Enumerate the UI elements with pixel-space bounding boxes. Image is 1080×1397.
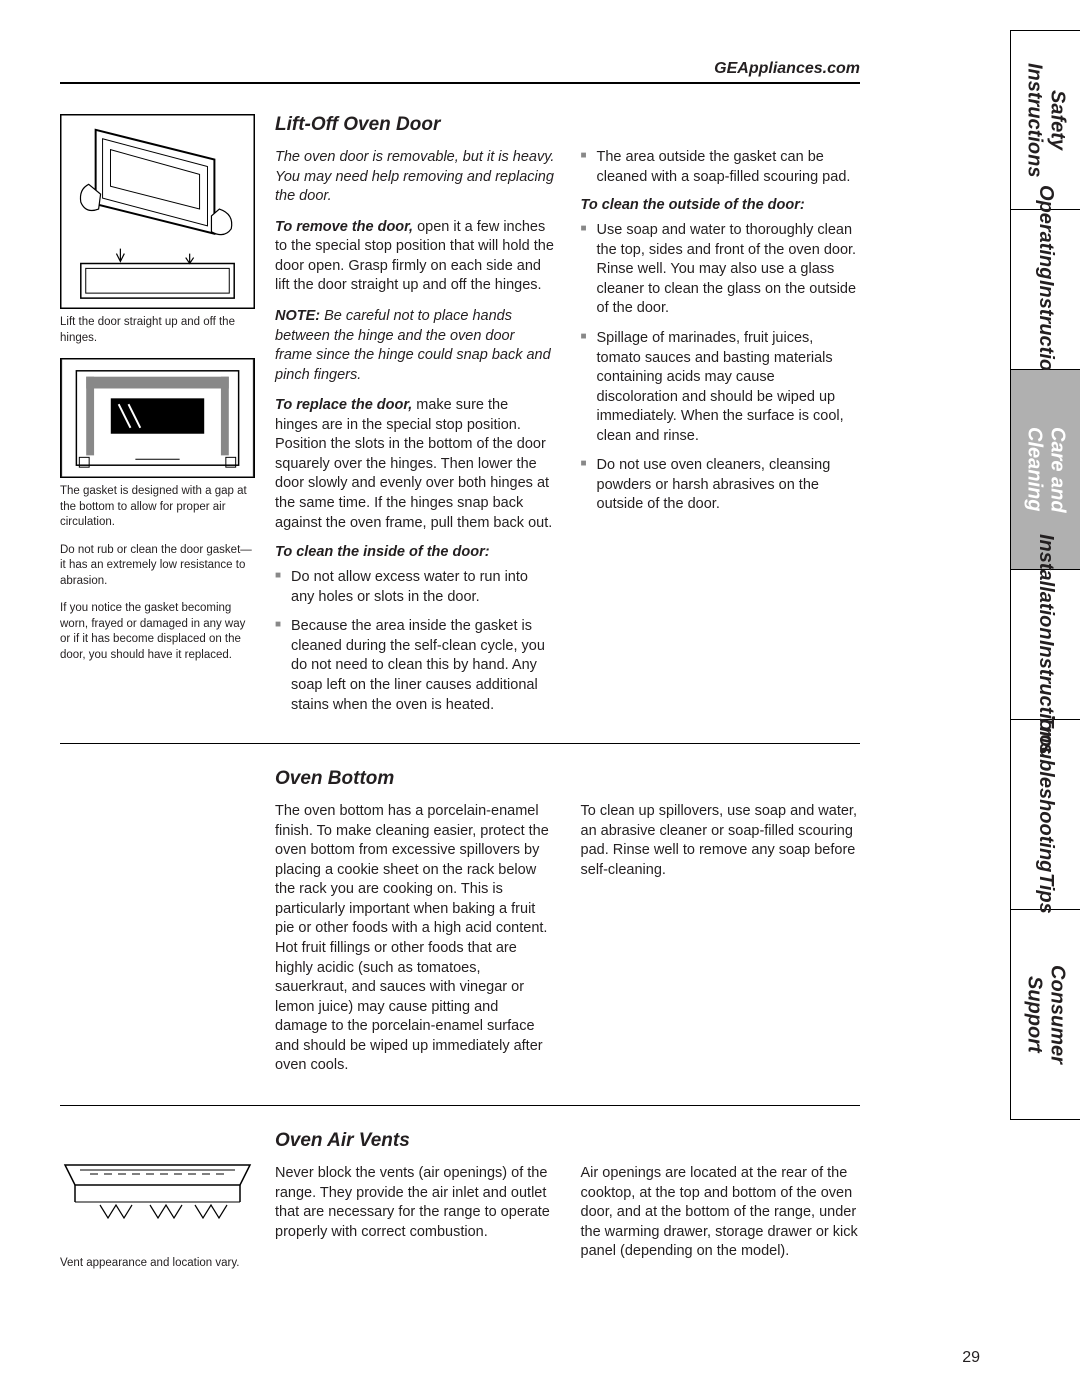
page-number: 29 [962,1349,980,1367]
sub-inside: To clean the inside of the door: [275,544,555,560]
section2-title: Oven Bottom [275,768,555,790]
section2-left: The oven bottom has a porcelain-enamel f… [275,802,555,1076]
right-b1: The area outside the gasket can be clean… [581,148,861,187]
inside-b2: Because the area inside the gasket is cl… [275,617,555,715]
section-oven-bottom: Oven Bottom The oven bottom has a porcel… [60,768,860,1106]
header-url: GEAppliances.com [714,60,860,78]
vents-illustration [60,1130,255,1250]
out-b2: Spillage of marinades, fruit juices, tom… [581,329,861,446]
note-text: NOTE: Be careful not to place hands betw… [275,307,555,385]
section-air-vents: Vent appearance and location vary. Oven … [60,1130,860,1302]
caption-lift-hinges: Lift the door straight up and off the hi… [60,315,255,346]
tab-troubleshooting[interactable]: TroubleshootingTips [1010,720,1080,910]
caption-gasket-worn: If you notice the gasket becoming worn, … [60,601,255,663]
section1-title: Lift-Off Oven Door [275,114,555,136]
replace-label: To replace the door, [275,397,412,413]
sub-outside: To clean the outside of the door: [581,197,861,213]
gasket-illustration [60,358,255,478]
page-header: GEAppliances.com [60,60,860,84]
caption-gasket-gap: The gasket is designed with a gap at the… [60,484,255,531]
replace-door-text: To replace the door, make sure the hinge… [275,396,555,533]
section3-title: Oven Air Vents [275,1130,555,1152]
section-lift-off-door: Lift the door straight up and off the hi… [60,114,860,744]
section3-right: Air openings are located at the rear of … [581,1164,861,1262]
remove-label: To remove the door, [275,219,413,235]
caption-vents: Vent appearance and location vary. [60,1256,255,1272]
out-b1: Use soap and water to thoroughly clean t… [581,221,861,319]
section3-left: Never block the vents (air openings) of … [275,1164,555,1242]
caption-gasket-rub: Do not rub or clean the door gasket—it h… [60,543,255,590]
inside-b1: Do not allow excess water to run into an… [275,568,555,607]
tab-operating[interactable]: OperatingInstructions [1010,210,1080,370]
tab-safety-instructions[interactable]: Safety Instructions [1010,30,1080,210]
right-top-bullet: The area outside the gasket can be clean… [581,148,861,187]
section2-right: To clean up spillovers, use soap and wat… [581,802,861,880]
outside-bullets: Use soap and water to thoroughly clean t… [581,221,861,515]
tab-installation[interactable]: InstallationInstructions [1010,570,1080,720]
inside-bullets: Do not allow excess water to run into an… [275,568,555,715]
side-tabs: Safety InstructionsOperatingInstructions… [1010,30,1080,1120]
note-label: NOTE: [275,308,320,324]
replace-body: make sure the hinges are in the special … [275,397,552,530]
remove-door-text: To remove the door, open it a few inches… [275,218,555,296]
tab-consumer-support[interactable]: Consumer Support [1010,910,1080,1120]
out-b3: Do not use oven cleaners, cleansing powd… [581,456,861,515]
door-illustration [60,114,255,309]
section1-intro: The oven door is removable, but it is he… [275,148,555,207]
